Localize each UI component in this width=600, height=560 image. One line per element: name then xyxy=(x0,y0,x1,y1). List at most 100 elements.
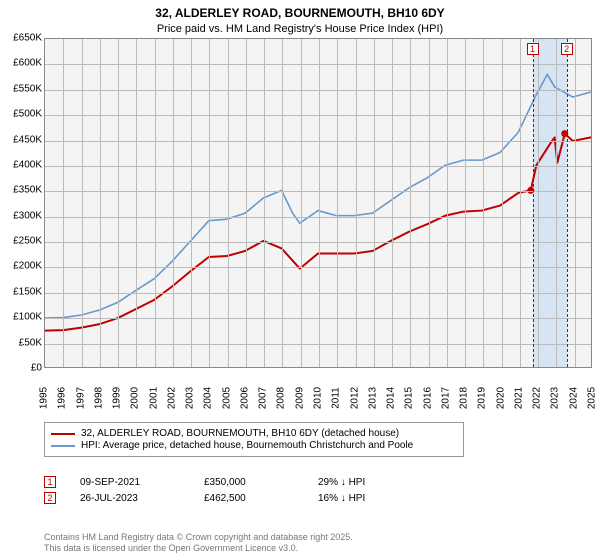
x-tick-label: 2015 xyxy=(404,387,415,409)
gridline-v xyxy=(538,39,539,367)
gridline-v xyxy=(63,39,64,367)
legend-swatch xyxy=(51,433,75,435)
gridline-v xyxy=(465,39,466,367)
gridline-h xyxy=(45,90,591,91)
x-tick-label: 1999 xyxy=(112,387,123,409)
legend-row: 32, ALDERLEY ROAD, BOURNEMOUTH, BH10 6DY… xyxy=(51,428,457,439)
x-tick-label: 2002 xyxy=(166,387,177,409)
transaction-row: 226-JUL-2023£462,50016% ↓ HPI xyxy=(44,492,564,504)
x-tick-label: 2009 xyxy=(294,387,305,409)
gridline-v xyxy=(520,39,521,367)
x-tick-label: 2024 xyxy=(568,387,579,409)
gridline-v xyxy=(319,39,320,367)
txn-date: 26-JUL-2023 xyxy=(80,493,180,504)
x-tick-label: 1996 xyxy=(57,387,68,409)
gridline-v xyxy=(82,39,83,367)
gridline-h xyxy=(45,293,591,294)
gridline-h xyxy=(45,141,591,142)
footer-attribution: Contains HM Land Registry data © Crown c… xyxy=(44,532,353,555)
event-marker-1: 1 xyxy=(527,43,539,55)
x-tick-label: 2018 xyxy=(459,387,470,409)
chart-area: £0£50K£100K£150K£200K£250K£300K£350K£400… xyxy=(0,38,600,418)
txn-diff: 16% ↓ HPI xyxy=(318,493,438,504)
x-tick-label: 2000 xyxy=(130,387,141,409)
y-tick-label: £100K xyxy=(13,312,42,323)
gridline-h xyxy=(45,267,591,268)
x-tick-label: 2021 xyxy=(513,387,524,409)
y-tick-label: £200K xyxy=(13,261,42,272)
x-tick-label: 2007 xyxy=(258,387,269,409)
legend-row: HPI: Average price, detached house, Bour… xyxy=(51,440,457,451)
x-tick-label: 2025 xyxy=(587,387,598,409)
gridline-v xyxy=(337,39,338,367)
x-axis: 1995199619971998199920002001200220032004… xyxy=(44,370,592,416)
x-tick-label: 2010 xyxy=(313,387,324,409)
x-tick-label: 2012 xyxy=(349,387,360,409)
txn-price: £350,000 xyxy=(204,477,294,488)
y-tick-label: £0 xyxy=(31,363,42,374)
gridline-h xyxy=(45,242,591,243)
x-tick-label: 2022 xyxy=(532,387,543,409)
y-tick-label: £550K xyxy=(13,83,42,94)
gridline-v xyxy=(155,39,156,367)
x-tick-label: 2020 xyxy=(495,387,506,409)
gridline-v xyxy=(118,39,119,367)
y-tick-label: £650K xyxy=(13,33,42,44)
event-marker-2: 2 xyxy=(561,43,573,55)
x-tick-label: 2005 xyxy=(221,387,232,409)
gridline-v xyxy=(502,39,503,367)
x-tick-label: 2019 xyxy=(477,387,488,409)
x-tick-label: 1997 xyxy=(75,387,86,409)
gridline-h xyxy=(45,217,591,218)
x-tick-label: 2006 xyxy=(239,387,250,409)
footer-line-1: Contains HM Land Registry data © Crown c… xyxy=(44,532,353,543)
x-tick-label: 2023 xyxy=(550,387,561,409)
plot-area: 12 xyxy=(44,38,592,368)
gridline-v xyxy=(173,39,174,367)
chart-title-line2: Price paid vs. HM Land Registry's House … xyxy=(0,22,600,36)
y-tick-label: £500K xyxy=(13,109,42,120)
gridline-v xyxy=(136,39,137,367)
gridline-v xyxy=(447,39,448,367)
txn-price: £462,500 xyxy=(204,493,294,504)
gridline-v xyxy=(264,39,265,367)
gridline-v xyxy=(246,39,247,367)
footer-line-2: This data is licensed under the Open Gov… xyxy=(44,543,353,554)
gridline-v xyxy=(100,39,101,367)
x-tick-label: 2001 xyxy=(148,387,159,409)
x-tick-label: 2013 xyxy=(367,387,378,409)
gridline-h xyxy=(45,344,591,345)
event-line xyxy=(567,39,568,367)
gridline-v xyxy=(301,39,302,367)
gridline-h xyxy=(45,115,591,116)
gridline-v xyxy=(392,39,393,367)
y-tick-label: £50K xyxy=(19,337,42,348)
gridline-h xyxy=(45,191,591,192)
x-tick-label: 2011 xyxy=(331,387,342,409)
y-tick-label: £450K xyxy=(13,134,42,145)
chart-title-line1: 32, ALDERLEY ROAD, BOURNEMOUTH, BH10 6DY xyxy=(0,0,600,22)
gridline-v xyxy=(282,39,283,367)
series-line xyxy=(45,134,591,331)
txn-diff: 29% ↓ HPI xyxy=(318,477,438,488)
x-tick-label: 2014 xyxy=(386,387,397,409)
transaction-table: 109-SEP-2021£350,00029% ↓ HPI226-JUL-202… xyxy=(44,472,564,508)
gridline-v xyxy=(556,39,557,367)
gridline-v xyxy=(483,39,484,367)
gridline-v xyxy=(356,39,357,367)
x-tick-label: 2017 xyxy=(440,387,451,409)
y-tick-label: £400K xyxy=(13,159,42,170)
x-tick-label: 2008 xyxy=(276,387,287,409)
x-tick-label: 1995 xyxy=(39,387,50,409)
gridline-v xyxy=(410,39,411,367)
gridline-v xyxy=(191,39,192,367)
legend-swatch xyxy=(51,445,75,447)
x-tick-label: 2003 xyxy=(185,387,196,409)
txn-date: 09-SEP-2021 xyxy=(80,477,180,488)
gridline-v xyxy=(228,39,229,367)
gridline-v xyxy=(209,39,210,367)
page: 32, ALDERLEY ROAD, BOURNEMOUTH, BH10 6DY… xyxy=(0,0,600,560)
legend-label: 32, ALDERLEY ROAD, BOURNEMOUTH, BH10 6DY… xyxy=(81,428,399,439)
y-tick-label: £300K xyxy=(13,210,42,221)
y-tick-label: £250K xyxy=(13,236,42,247)
